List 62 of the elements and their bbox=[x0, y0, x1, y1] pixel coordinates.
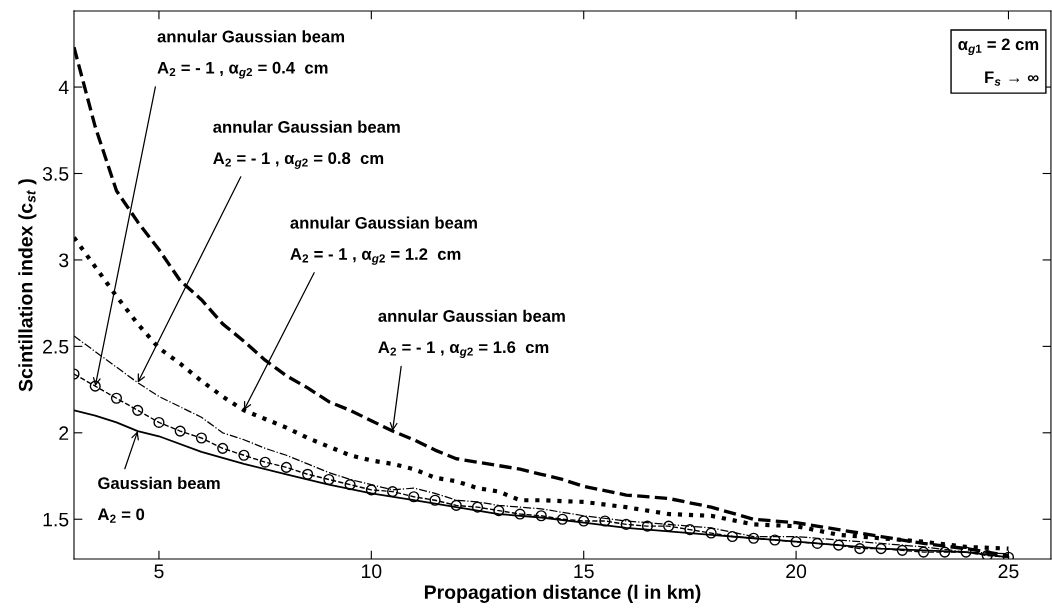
point bbox=[408, 491, 420, 503]
annotation: annular Gaussian beam A$_{2}$ = - 1 , α$_{g2}$ = 1.2 cm bbox=[290, 216, 477, 265]
point bbox=[599, 515, 611, 527]
point bbox=[217, 442, 229, 454]
point bbox=[493, 505, 505, 517]
point bbox=[323, 473, 335, 486]
point bbox=[684, 524, 696, 536]
point bbox=[833, 539, 845, 551]
point bbox=[132, 404, 144, 416]
text: α$_{g1}$ = 2 cm F$_{s}$ → ∞ bbox=[958, 38, 1039, 86]
annotation: Gaussian beam A$_{2}$ = 0 bbox=[97, 476, 220, 523]
point bbox=[89, 380, 101, 392]
point bbox=[238, 449, 250, 461]
point bbox=[387, 486, 399, 498]
point bbox=[450, 499, 462, 511]
point bbox=[620, 518, 632, 530]
point bbox=[578, 515, 590, 527]
y-tick-label: 4 bbox=[58, 80, 69, 95]
x-tick-label: 10 bbox=[362, 564, 382, 579]
point bbox=[854, 543, 866, 555]
point bbox=[514, 508, 526, 520]
point bbox=[280, 461, 292, 473]
point bbox=[110, 392, 123, 404]
point bbox=[705, 527, 717, 539]
annotation: annular Gaussian beam A$_{2}$ = - 1 , α$_{g2}$ = 0.4 cm bbox=[157, 30, 345, 79]
point bbox=[535, 510, 547, 522]
y-tick-label: 1.5 bbox=[43, 512, 69, 527]
point bbox=[365, 484, 377, 496]
point bbox=[259, 456, 271, 468]
point bbox=[174, 425, 186, 437]
point bbox=[981, 549, 993, 559]
point bbox=[875, 543, 887, 555]
y-tick-label: 2 bbox=[59, 426, 69, 440]
y-axis-title: Scintillation index (c$_{st}$ ) bbox=[18, 179, 37, 392]
point bbox=[748, 532, 760, 544]
annotation: annular Gaussian beam A$_{2}$ = - 1 , α$_{g2}$ = 1.6 cm bbox=[378, 309, 565, 359]
point bbox=[195, 432, 207, 444]
point bbox=[939, 546, 951, 558]
x-axis-title: Propagation distance (l in km) bbox=[424, 584, 701, 603]
point bbox=[641, 520, 653, 532]
x-tick-label: 25 bbox=[998, 564, 1019, 579]
point bbox=[896, 544, 908, 556]
point bbox=[153, 416, 165, 428]
point bbox=[726, 530, 738, 543]
point bbox=[917, 546, 930, 558]
y-tick-label: 2.5 bbox=[43, 339, 69, 354]
point bbox=[471, 501, 484, 513]
x-tick-label: 15 bbox=[574, 564, 594, 579]
y-tick-label: 3.5 bbox=[42, 166, 69, 181]
x-tick-label: 20 bbox=[786, 564, 807, 579]
annotation: annular Gaussian beam A$_{2}$ = - 1 , α$_{g2}$ = 0.8 cm bbox=[213, 120, 400, 169]
x-tick-label: 5 bbox=[154, 564, 164, 579]
point bbox=[344, 479, 356, 491]
point bbox=[302, 468, 314, 480]
point bbox=[960, 546, 972, 558]
point bbox=[790, 536, 802, 548]
point bbox=[556, 513, 569, 525]
point bbox=[429, 494, 441, 506]
y-tick-label: 3 bbox=[59, 253, 69, 268]
point bbox=[663, 520, 675, 532]
point bbox=[811, 537, 823, 549]
point bbox=[769, 534, 781, 546]
